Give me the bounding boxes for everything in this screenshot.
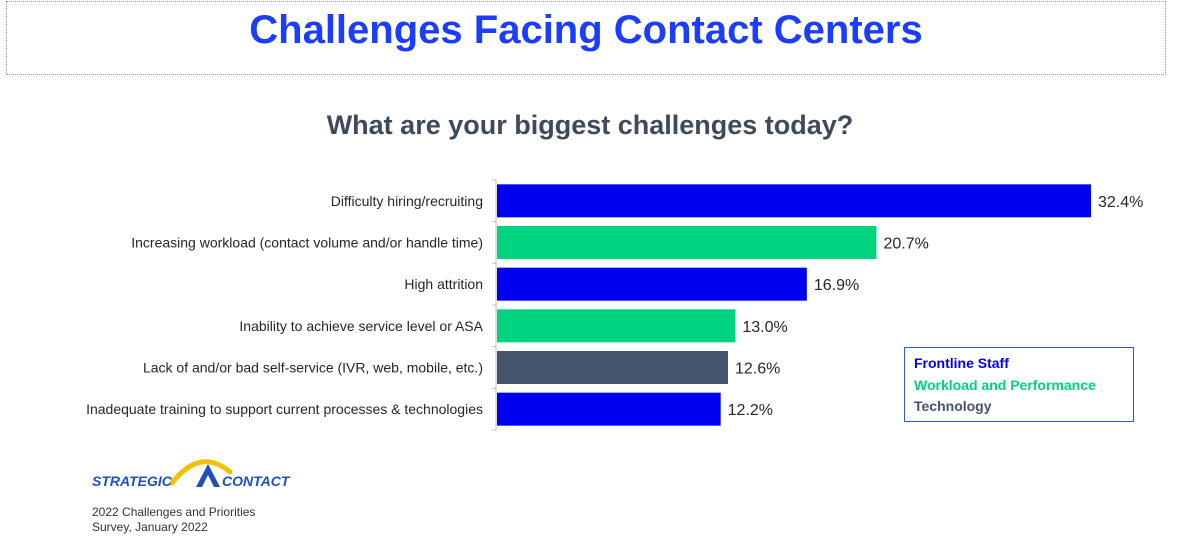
source-line-1: 2022 Challenges and Priorities — [92, 505, 256, 519]
bar — [497, 226, 877, 259]
title-box: Challenges Facing Contact Centers — [6, 1, 1166, 75]
data-label: 12.6% — [735, 361, 780, 378]
category-label: Inadequate training to support current p… — [86, 401, 483, 417]
bar — [497, 351, 728, 384]
data-label: 20.7% — [884, 236, 929, 253]
category-label: High attrition — [404, 276, 483, 292]
bar — [497, 184, 1091, 218]
legend: Frontline Staff Workload and Performance… — [904, 347, 1134, 422]
bar — [497, 267, 807, 301]
category-label: Difficulty hiring/recruiting — [331, 193, 483, 209]
source-line-2: Survey, January 2022 — [92, 520, 208, 534]
data-label: 16.9% — [814, 277, 859, 294]
logo-text-right: CONTACT — [222, 473, 291, 489]
page-title: Challenges Facing Contact Centers — [249, 8, 923, 52]
logo-text-left: STRATEGIC — [92, 473, 173, 489]
category-label: Inability to achieve service level or AS… — [239, 318, 483, 334]
bar — [497, 309, 736, 343]
data-label: 32.4% — [1098, 194, 1143, 211]
legend-item-workload: Workload and Performance — [914, 376, 1096, 393]
legend-item-frontline: Frontline Staff — [914, 355, 1009, 371]
chart-title: What are your biggest challenges today? — [326, 110, 854, 140]
logo-icon: STRATEGIC CONTACT — [92, 459, 291, 489]
data-label: 13.0% — [742, 319, 787, 336]
strategic-contact-logo: STRATEGIC CONTACT — [90, 450, 310, 500]
category-label: Increasing workload (contact volume and/… — [131, 235, 483, 251]
legend-item-technology: Technology — [914, 398, 992, 414]
data-label: 12.2% — [728, 402, 773, 419]
bar — [497, 392, 721, 426]
source-note: 2022 Challenges and Priorities Survey, J… — [92, 505, 255, 535]
category-label: Lack of and/or bad self-service (IVR, we… — [143, 360, 483, 376]
